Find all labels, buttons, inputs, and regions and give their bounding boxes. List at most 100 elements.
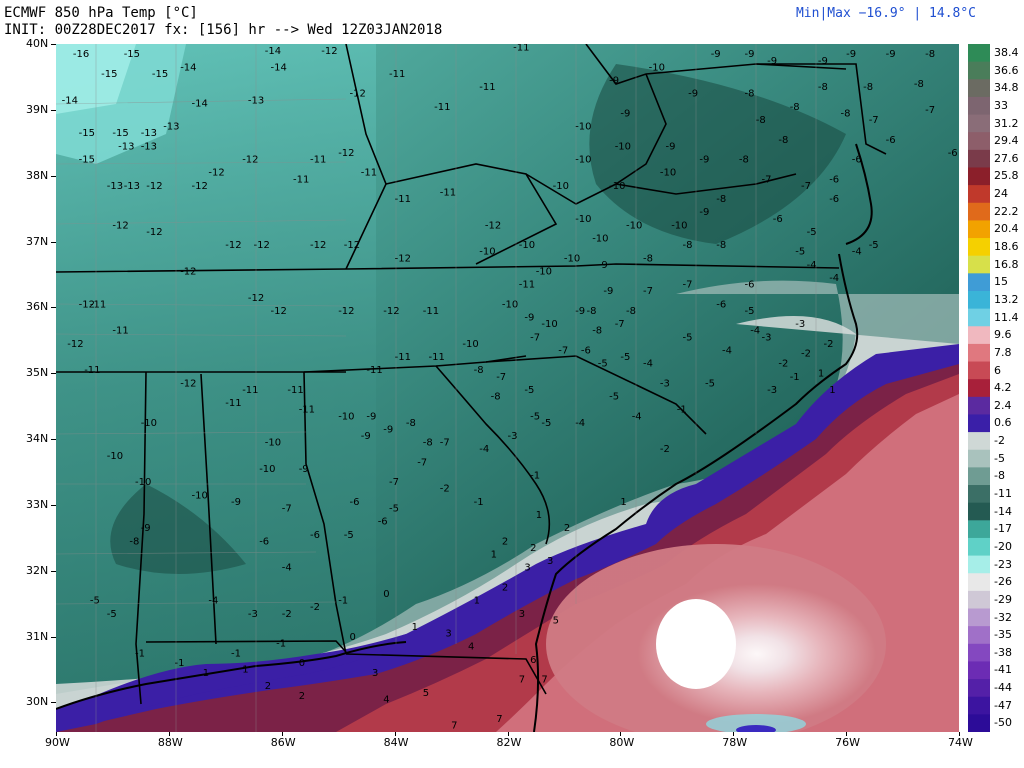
temp-label: 1 [536,510,542,521]
temp-label: -1 [276,638,286,649]
temp-label: -2 [801,349,811,360]
min-max-readout: Min|Max −16.9° | 14.8°C [795,6,976,21]
lat-tick [51,175,56,177]
temp-label: -6 [745,280,755,291]
temp-label: -2 [660,444,670,455]
temp-label: -11 [479,82,495,93]
temp-label: 7 [451,721,457,732]
colorbar-label: 13.2 [994,292,1019,306]
colorbar-label: -17 [994,522,1012,536]
temp-label: -2 [824,339,834,350]
temp-label: -5 [745,306,755,317]
temp-label: -10 [660,168,676,179]
init-line: INIT: 00Z28DEC2017 fx: [156] hr --> Wed … [4,22,443,38]
colorbar-label: 25.8 [994,169,1019,183]
temp-label: -6 [716,299,726,310]
temp-label: -12 [146,227,162,238]
colorbar-swatch [968,343,990,363]
temp-label: -10 [575,155,591,166]
temp-label: 1 [412,622,418,633]
temp-label: -7 [417,457,427,468]
colorbar [968,44,990,732]
gulf-purple [56,634,406,732]
temp-label: -9 [575,306,585,317]
temp-label: -10 [541,319,557,330]
temp-label: -11 [434,102,450,113]
temp-label: -11 [395,194,411,205]
temp-label: -5 [107,609,117,620]
colorbar-label: 18.6 [994,240,1019,254]
temp-label: -13 [141,141,157,152]
temp-label: -12 [338,148,354,159]
temp-label: -11 [366,365,382,376]
temp-label: -3 [660,378,670,389]
colorbar-label: -38 [994,645,1012,659]
lon-tick [168,732,170,736]
colorbar-swatch [968,290,990,310]
temp-label: -14 [265,46,281,57]
temp-label: -9 [699,155,709,166]
temp-label: -15 [79,128,95,139]
colorbar-label: -50 [994,716,1012,730]
map-svg: -16-15-15-15-14-14-14-14 -14 -13-15 -15 -13-… [56,44,959,732]
temp-label: -11 [513,44,529,54]
temp-label: -6 [829,174,839,185]
temp-label: -11 [112,326,128,337]
lat-tick [51,702,56,704]
lat-label: 40N [26,37,49,50]
temp-label: 7 [541,675,547,686]
temp-label: -10 [192,490,208,501]
temperature-map[interactable]: -16 -15 -15 -15 -14 -14 -14 -14 -14 -13 -15 -15 -13-… [56,44,959,732]
temp-label: -12 [395,253,411,264]
temp-label: -9 [524,313,534,324]
temp-label: 2 [299,691,305,702]
temp-label: -12 [180,266,196,277]
temp-label: -11 [310,155,326,166]
temp-label: -8 [491,392,501,403]
colorbar-swatch [968,273,990,292]
temp-label: -3 [508,431,518,442]
temp-label: -15 [124,49,140,60]
temp-label: -3 [762,332,772,343]
colorbar-label: 2.4 [994,398,1012,412]
colorbar-label: 20.4 [994,222,1019,236]
temp-label: -10 [265,438,281,449]
temp-label: -1 [790,372,800,383]
county-lines [56,44,817,732]
temp-label: -9 [383,424,393,435]
temp-label: -12 [271,306,287,317]
temp-label: -11 [293,174,309,185]
temp-label: 5 [423,688,429,699]
temp-label: -10 [671,220,687,231]
lat-label: 33N [26,497,49,511]
lat-tick [51,109,56,111]
temp-label: -15 [79,155,95,166]
temp-label: -9 [711,49,721,60]
temp-label: -5 [795,247,805,258]
temp-label: -12 [192,181,208,192]
temp-label: -8 [818,82,828,93]
colorbar-swatch [968,238,990,257]
cool-spot [706,714,806,732]
temp-label: -9 [846,49,856,60]
temp-label: -11 [361,168,377,179]
temp-label: -12 [225,240,241,251]
temp-label: -9 [688,89,698,100]
colorbar-swatch [968,220,990,239]
colorbar-swatch [968,626,990,645]
temp-label: -5 [90,596,100,607]
temp-label: -2 [282,609,292,620]
colorbar-label: 33 [994,98,1008,112]
temp-label: -6 [378,517,388,528]
temp-label: -4 [208,596,218,607]
temp-label: -7 [925,105,935,116]
colorbar-label: 0.6 [994,416,1012,430]
temp-label: -12 [112,220,128,231]
temp-label: -6 [852,155,862,166]
temp-label: -1 [135,648,145,659]
temp-label: -9 [767,56,777,67]
temp-label: -11 [299,405,315,416]
temp-label: -8 [423,438,433,449]
temp-label: -9 [361,431,371,442]
temp-label: -6 [259,536,269,547]
